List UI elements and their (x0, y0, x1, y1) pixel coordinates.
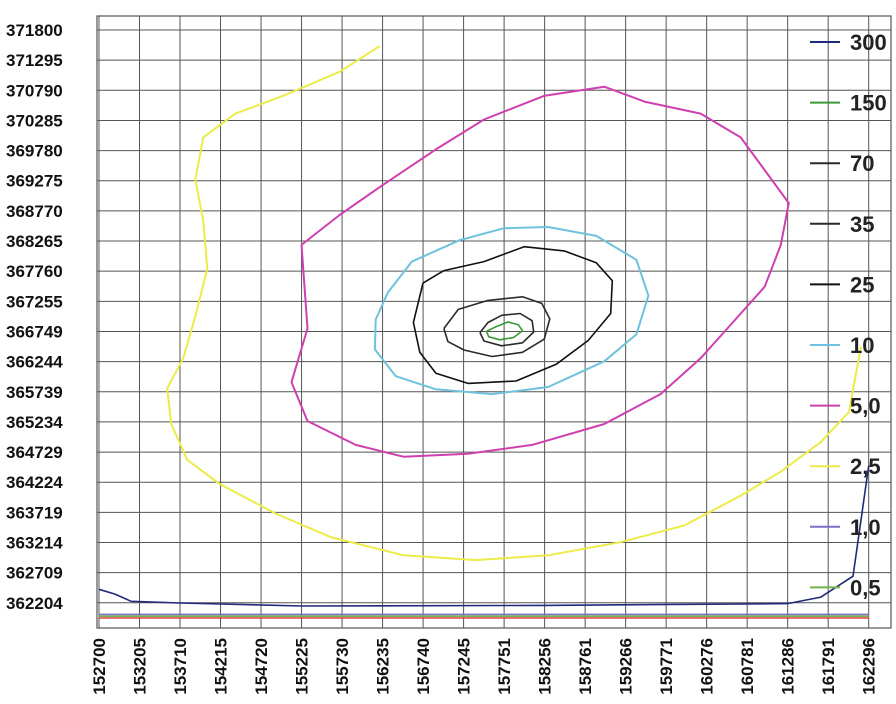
x-tick-label: 157245 (455, 638, 474, 695)
x-tick-label: 153710 (171, 638, 190, 695)
x-axis-ticks: 152700 153205 153710 154215 154720 155225 1557… (90, 638, 879, 695)
legend-label: 70 (850, 151, 874, 176)
x-tick-label: 154720 (252, 638, 271, 695)
y-tick-label: 369275 (6, 172, 63, 191)
y-tick-label: 365234 (6, 413, 63, 432)
y-tick-label: 370285 (6, 111, 63, 130)
contour-line-70 (479, 312, 535, 347)
x-tick-label: 155730 (333, 638, 352, 695)
y-tick-label: 371295 (6, 51, 63, 70)
y-tick-label: 362204 (6, 594, 63, 613)
y-tick-label: 362709 (6, 564, 63, 583)
x-tick-label: 158256 (536, 638, 555, 695)
legend-label: 1,0 (850, 515, 881, 540)
x-tick-label: 159771 (657, 638, 676, 695)
x-tick-label: 160781 (738, 638, 757, 695)
legend-label: 25 (850, 272, 874, 297)
legend-label: 5,0 (850, 394, 881, 419)
legend-label: 35 (850, 212, 874, 237)
contour-line-10 (373, 226, 650, 396)
y-tick-label: 368265 (6, 232, 63, 251)
contour-line-300 (98, 465, 870, 607)
y-tick-label: 366749 (6, 322, 63, 341)
y-tick-label: 364224 (6, 473, 63, 492)
x-tick-label: 155225 (293, 638, 312, 695)
contour-line-150 (485, 321, 524, 341)
contour-lines (98, 45, 870, 619)
x-tick-label: 159266 (617, 638, 636, 695)
y-tick-label: 368770 (6, 202, 63, 221)
legend-label: 2,5 (850, 454, 881, 479)
y-tick-label: 367255 (6, 292, 63, 311)
x-tick-label: 162296 (860, 638, 879, 695)
legend-label: 300 (850, 30, 887, 55)
contour-line-5-0 (290, 85, 790, 458)
x-tick-label: 152700 (90, 638, 109, 695)
y-tick-label: 363719 (6, 503, 63, 522)
contour-line-25 (412, 245, 614, 385)
plot-grid (96, 15, 892, 629)
legend-label: 10 (850, 333, 874, 358)
contour-line-35 (443, 296, 551, 358)
legend-label: 150 (850, 91, 887, 116)
x-tick-label: 161791 (819, 638, 838, 695)
y-tick-label: 363214 (6, 534, 63, 553)
x-tick-label: 156740 (414, 638, 433, 695)
y-tick-label: 364729 (6, 443, 63, 462)
x-tick-label: 161286 (779, 638, 798, 695)
x-tick-label: 158761 (576, 638, 595, 695)
y-tick-label: 367760 (6, 262, 63, 281)
y-tick-label: 366244 (6, 353, 63, 372)
contour-line-2-5 (166, 45, 862, 562)
y-axis-ticks: 371800 371295 370790 370285 369780 369275 3687… (6, 21, 63, 613)
x-tick-label: 153205 (131, 638, 150, 695)
x-tick-label: 154215 (212, 638, 231, 695)
y-tick-label: 370790 (6, 81, 63, 100)
legend-label: 0,5 (850, 575, 881, 600)
y-tick-label: 369780 (6, 142, 63, 161)
y-tick-label: 371800 (6, 21, 63, 40)
x-tick-label: 157751 (495, 638, 514, 695)
y-tick-label: 365739 (6, 383, 63, 402)
legend: 300 150 70 35 25 10 5,0 2,5 1,0 0,5 (810, 30, 887, 600)
plot-frame (96, 15, 892, 629)
x-tick-label: 160276 (698, 638, 717, 695)
x-tick-label: 156235 (374, 638, 393, 695)
